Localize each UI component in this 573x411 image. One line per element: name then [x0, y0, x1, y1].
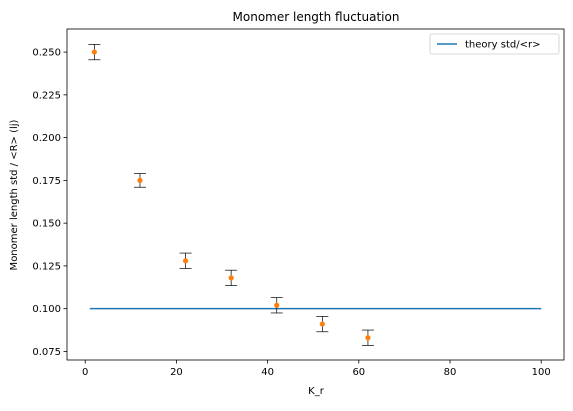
- legend-box: [429, 33, 560, 55]
- legend-label: theory std/<r>: [465, 40, 540, 51]
- x-tick-label: 60: [352, 367, 365, 378]
- x-axis-label: K_r: [308, 386, 325, 397]
- data-point-group: [179, 252, 192, 269]
- y-tick-label: 0.250: [32, 48, 61, 59]
- x-tick-label: 100: [532, 367, 551, 378]
- x-tick-label: 0: [82, 367, 88, 378]
- data-point-group: [361, 329, 374, 346]
- data-point-group: [133, 173, 146, 188]
- data-point: [274, 302, 280, 308]
- chart-title: Monomer length fluctuation: [233, 10, 400, 24]
- data-point-group: [270, 297, 283, 314]
- axis-ticks: 0 20 40 60 80 100 0.075 0.100 0.125 0.150 0.175 0.2…: [32, 48, 550, 378]
- data-point-group: [316, 316, 329, 333]
- data-point: [319, 321, 325, 327]
- y-tick-label: 0.200: [32, 133, 61, 144]
- y-tick-label: 0.125: [32, 261, 61, 272]
- data-point-group: [225, 269, 238, 286]
- y-axis-label: Monomer length std / <R> (lj): [9, 119, 20, 270]
- data-point: [137, 177, 143, 183]
- x-tick-label: 80: [444, 367, 457, 378]
- data-point: [182, 258, 189, 264]
- y-tick-label: 0.225: [32, 90, 61, 101]
- y-tick-label: 0.150: [32, 219, 61, 230]
- axes-frame: [66, 28, 565, 361]
- y-tick-label: 0.175: [32, 176, 61, 187]
- x-tick-label: 20: [170, 367, 183, 378]
- data-point: [91, 49, 97, 55]
- plot-area: [88, 44, 542, 346]
- y-tick-label: 0.100: [32, 304, 61, 315]
- legend: theory std/<r>: [429, 33, 560, 55]
- x-tick-label: 40: [261, 367, 274, 378]
- data-point: [365, 335, 371, 341]
- data-point: [228, 275, 234, 281]
- data-point-group: [88, 44, 101, 61]
- y-tick-label: 0.075: [32, 347, 61, 358]
